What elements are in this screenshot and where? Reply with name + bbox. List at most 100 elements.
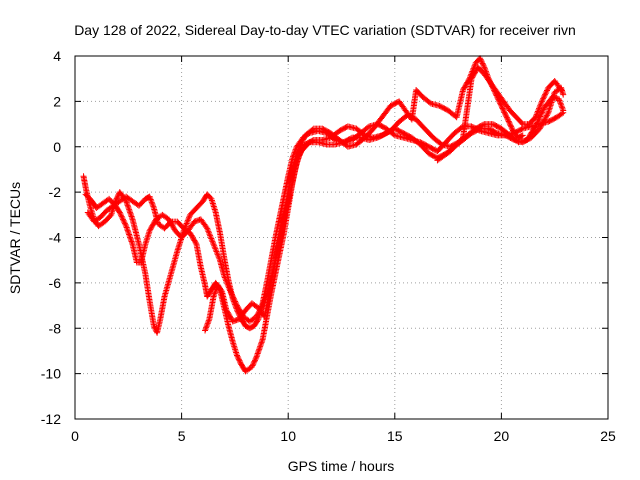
- data-point: [253, 313, 260, 320]
- data-point: [236, 357, 243, 364]
- data-point: [508, 123, 515, 130]
- data-point: [150, 203, 157, 210]
- data-point: [390, 131, 397, 138]
- data-point: [237, 358, 244, 365]
- y-tick-label: -12: [41, 411, 61, 427]
- data-point: [533, 111, 540, 118]
- data-point: [148, 223, 155, 230]
- data-point: [215, 252, 222, 259]
- data-point: [535, 107, 542, 114]
- data-point: [227, 287, 234, 294]
- data-point: [478, 57, 485, 64]
- data-points: [80, 55, 567, 375]
- data-point: [226, 312, 233, 319]
- data-point: [462, 83, 469, 90]
- x-tick-label: 5: [178, 428, 186, 444]
- data-point: [183, 221, 190, 228]
- data-point: [192, 240, 199, 247]
- data-point: [252, 357, 259, 364]
- data-point: [192, 238, 199, 245]
- data-point: [538, 99, 545, 106]
- data-point: [118, 212, 125, 219]
- data-point: [364, 124, 371, 131]
- data-point: [464, 79, 471, 86]
- data-point: [298, 139, 305, 146]
- data-point: [503, 114, 510, 121]
- data-point: [183, 220, 190, 227]
- y-tick-label: -2: [49, 184, 62, 200]
- x-tick-label: 20: [494, 428, 510, 444]
- data-point: [536, 104, 543, 111]
- data-point: [542, 91, 549, 98]
- data-point: [540, 95, 547, 102]
- data-point: [189, 233, 196, 240]
- data-point: [509, 126, 516, 133]
- data-point: [227, 288, 234, 295]
- data-point: [222, 275, 229, 282]
- data-point: [223, 307, 230, 314]
- data-point: [119, 214, 126, 221]
- data-point: [556, 97, 563, 104]
- data-point: [205, 317, 212, 324]
- data-point: [203, 324, 210, 331]
- data-point: [537, 112, 544, 119]
- data-point: [541, 92, 548, 99]
- data-point: [210, 293, 217, 300]
- data-point: [501, 109, 508, 116]
- data-point: [215, 254, 222, 261]
- data-point: [209, 238, 216, 245]
- data-point: [170, 223, 177, 230]
- data-point: [508, 124, 515, 131]
- data-point: [208, 235, 215, 242]
- data-point: [147, 196, 154, 203]
- data-point: [149, 200, 156, 207]
- data-point: [190, 236, 197, 243]
- data-point: [300, 136, 307, 143]
- data-point: [148, 199, 155, 206]
- data-point: [235, 305, 242, 312]
- data-point: [116, 209, 123, 216]
- data-point: [225, 284, 232, 291]
- data-point: [234, 303, 241, 310]
- data-point: [557, 98, 564, 105]
- data-point: [480, 61, 487, 68]
- data-point: [221, 274, 228, 281]
- data-point: [518, 119, 525, 126]
- data-point: [213, 248, 220, 255]
- data-point: [225, 283, 232, 290]
- data-point: [492, 129, 499, 136]
- data-point: [481, 64, 488, 71]
- y-tick-label: 4: [53, 48, 61, 64]
- data-point: [253, 312, 260, 319]
- data-point: [233, 301, 240, 308]
- data-point: [204, 321, 211, 328]
- data-point: [297, 142, 304, 149]
- data-point: [228, 290, 235, 297]
- data-point: [234, 352, 241, 359]
- data-point: [206, 231, 213, 238]
- data-point: [505, 117, 512, 124]
- data-point: [214, 249, 221, 256]
- data-point: [184, 217, 191, 224]
- data-point: [498, 102, 505, 109]
- y-tick-label: 0: [53, 139, 61, 155]
- data-point: [537, 102, 544, 109]
- data-point: [507, 122, 514, 129]
- data-point: [468, 75, 475, 82]
- data-point: [559, 106, 566, 113]
- data-point: [224, 281, 231, 288]
- data-point: [212, 245, 219, 252]
- data-point: [295, 147, 302, 154]
- data-point: [149, 222, 156, 229]
- data-point: [188, 232, 195, 239]
- data-point: [226, 313, 233, 320]
- x-axis-label: GPS time / hours: [288, 458, 395, 474]
- data-point: [297, 143, 304, 150]
- y-tick-label: -6: [49, 275, 62, 291]
- data-point: [189, 235, 196, 242]
- data-point: [211, 292, 218, 299]
- data-point: [209, 239, 216, 246]
- data-point: [472, 69, 479, 76]
- data-point: [149, 202, 156, 209]
